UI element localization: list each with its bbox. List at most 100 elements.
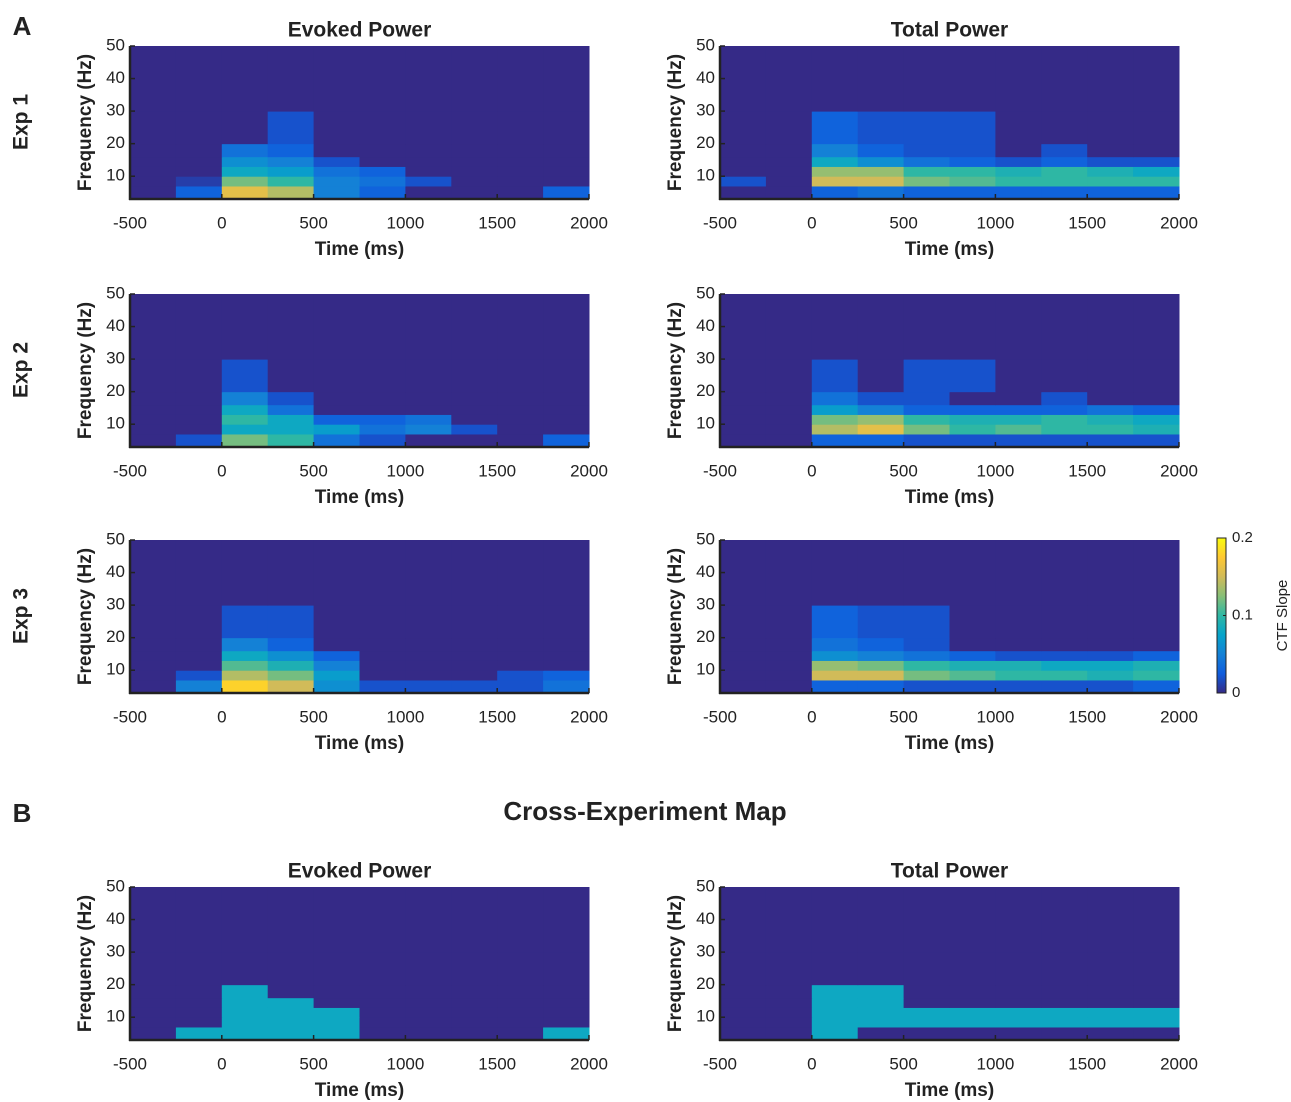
heatmap-cell — [267, 404, 315, 415]
heatmap-cell — [359, 143, 406, 158]
heatmap-cell — [497, 424, 544, 435]
heatmap-cell — [405, 984, 452, 999]
heatmap-cell — [267, 111, 315, 145]
heatmap-cell — [313, 391, 360, 406]
x-tick-label: 1000 — [976, 707, 1014, 726]
heatmap-cell — [1087, 391, 1134, 406]
x-tick-label: -500 — [703, 707, 737, 726]
heatmap-cell — [130, 391, 177, 406]
heatmap-cell — [130, 997, 177, 1008]
heatmap-cell — [1087, 111, 1134, 145]
heatmap-cell — [811, 637, 859, 652]
heatmap-cell — [765, 391, 813, 406]
panel-label: A — [13, 11, 32, 41]
heatmap-cell — [857, 176, 905, 187]
heatmap-cell — [405, 46, 452, 112]
heatmap-cell — [995, 433, 1042, 448]
y-tick-label: 30 — [106, 595, 125, 614]
heatmap-cell — [175, 176, 223, 187]
heatmap-cell — [451, 46, 498, 112]
heatmap-cell — [267, 166, 315, 177]
heatmap-cell — [543, 433, 590, 448]
heatmap-cell — [811, 1026, 859, 1041]
heatmap-cell — [130, 111, 177, 145]
heatmap-cell — [949, 679, 996, 694]
x-tick-label: 500 — [889, 1054, 917, 1073]
heatmap-cell — [995, 650, 1042, 661]
heatmap-cell — [811, 166, 859, 177]
heatmap-cell — [1087, 997, 1134, 1008]
heatmap-cell — [313, 414, 360, 425]
x-axis-label: Time (ms) — [315, 239, 404, 260]
heatmap-cell — [543, 185, 590, 200]
heatmap-cell — [903, 660, 950, 671]
heatmap-cell — [543, 294, 590, 360]
heatmap-cell — [720, 185, 767, 200]
x-tick-label: 1500 — [478, 213, 516, 232]
heatmap-cell — [497, 887, 544, 953]
y-axis-label: Frequency (Hz) — [665, 895, 686, 1032]
x-tick-label: 0 — [807, 461, 816, 480]
heatmap-cell — [497, 637, 544, 652]
colorbar-tick-label: 0.2 — [1232, 529, 1253, 546]
heatmap-cell — [405, 359, 452, 393]
heatmap-cell — [359, 185, 406, 200]
y-axis-label: Frequency (Hz) — [75, 895, 96, 1032]
y-axis-label: Frequency (Hz) — [75, 54, 96, 191]
heatmap-cell — [1133, 650, 1180, 661]
y-tick-label: 40 — [696, 68, 715, 87]
heatmap-cell — [995, 294, 1042, 360]
x-axis-label: Time (ms) — [315, 487, 404, 508]
heatmap-cell — [1133, 637, 1180, 652]
x-tick-label: 500 — [299, 461, 327, 480]
heatmap-cell — [313, 984, 360, 999]
heatmap-cell — [949, 391, 996, 406]
heatmap-cell — [130, 637, 177, 652]
y-tick-label: 10 — [696, 660, 715, 679]
x-tick-label: 0 — [217, 461, 226, 480]
heatmap-cell — [175, 111, 223, 145]
heatmap-cell — [130, 660, 177, 671]
x-tick-label: 500 — [299, 707, 327, 726]
heatmap-cell — [497, 185, 544, 200]
panel-label: B — [13, 798, 32, 828]
heatmap-cell — [267, 540, 315, 606]
x-tick-label: 0 — [807, 213, 816, 232]
heatmap-cell — [543, 143, 590, 158]
heatmap-cell — [995, 1017, 1042, 1028]
heatmap-cell — [175, 185, 223, 200]
heatmap-cell — [995, 605, 1042, 639]
heatmap-cell — [543, 670, 590, 681]
heatmap-cell — [267, 984, 315, 999]
x-axis-label: Time (ms) — [905, 733, 994, 754]
heatmap-cell — [1133, 46, 1180, 112]
heatmap-cell — [543, 166, 590, 177]
row-label: Exp 3 — [10, 588, 33, 644]
heatmap-cell — [130, 952, 177, 986]
heatmap-cell — [359, 540, 406, 606]
heatmap-cell — [405, 166, 452, 177]
heatmap-cell — [995, 166, 1042, 177]
heatmap-cell — [175, 660, 223, 671]
heatmap-cell — [857, 984, 905, 999]
x-tick-label: 500 — [889, 213, 917, 232]
x-tick-label: -500 — [113, 707, 147, 726]
heatmap-cell — [811, 679, 859, 694]
heatmap-cell — [405, 185, 452, 200]
heatmap-cell — [221, 156, 269, 167]
heatmap-cell — [221, 391, 269, 406]
heatmap-cell — [1041, 984, 1088, 999]
heatmap-cell — [267, 414, 315, 425]
heatmap-cell — [359, 997, 406, 1008]
heatmap-cell — [267, 605, 315, 639]
heatmap-cell — [1133, 887, 1180, 953]
heatmap-cell — [811, 359, 859, 393]
heatmap-cell — [720, 176, 767, 187]
heatmap-cell — [857, 887, 905, 953]
y-axis-label: Frequency (Hz) — [75, 548, 96, 685]
heatmap-cell — [857, 660, 905, 671]
heatmap-cell — [313, 637, 360, 652]
heatmap-cell — [543, 156, 590, 167]
x-tick-label: 1000 — [386, 213, 424, 232]
